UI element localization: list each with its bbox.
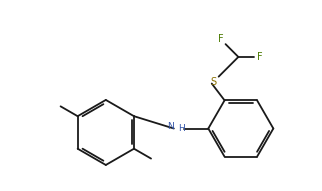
Text: S: S xyxy=(211,77,217,87)
Text: H: H xyxy=(178,124,185,133)
Text: F: F xyxy=(218,34,223,44)
Text: F: F xyxy=(257,52,263,62)
Text: N: N xyxy=(167,122,174,131)
